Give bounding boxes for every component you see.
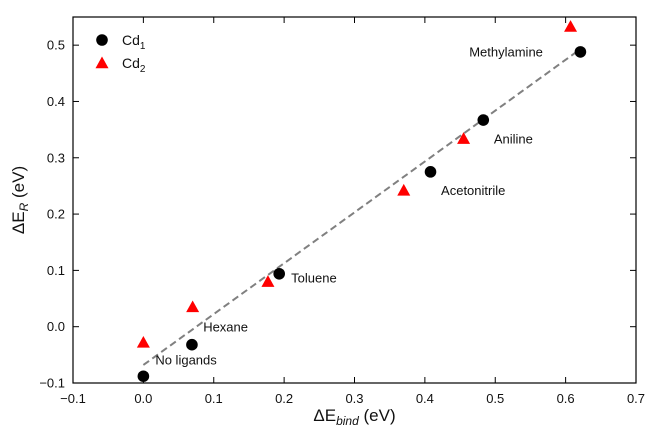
legend-label: Cd1 (122, 32, 146, 52)
x-tick-label: 0.4 (416, 391, 434, 406)
y-tick-label: 0.3 (47, 150, 65, 165)
x-tick-label: 0.5 (486, 391, 504, 406)
cd2-point (261, 275, 275, 287)
x-tick-label: −0.1 (60, 391, 86, 406)
fit-line (142, 48, 581, 366)
y-tick-label: 0.0 (47, 319, 65, 334)
cd2-point (136, 335, 150, 348)
x-axis-label: ΔEbind (eV) (313, 406, 395, 428)
y-tick-label: 0.2 (47, 207, 65, 222)
x-tick-label: 0.1 (205, 391, 223, 406)
legend-marker (95, 56, 109, 69)
cd1-point (574, 46, 587, 58)
point-annotation: No ligands (155, 352, 217, 367)
point-annotation: Hexane (203, 320, 248, 335)
x-tick-label: 0.0 (134, 391, 152, 406)
cd2-point (564, 20, 578, 32)
cd1-point (186, 338, 198, 351)
point-annotation: Acetonitrile (441, 183, 505, 198)
plot-frame (72, 16, 637, 384)
y-tick-label: 0.1 (47, 263, 65, 278)
x-tick-label: 0.7 (627, 391, 645, 406)
cd2-point (457, 132, 471, 144)
cd1-point (477, 114, 490, 126)
y-tick-label: 0.4 (47, 94, 65, 109)
point-annotation: Methylamine (469, 44, 543, 59)
cd1-point (137, 370, 150, 383)
cd2-point (397, 183, 411, 196)
cd1-point (273, 267, 285, 280)
x-tick-label: 0.2 (275, 391, 293, 406)
legend-marker (96, 34, 108, 46)
y-tick-label: −0.1 (39, 376, 65, 391)
legend-label: Cd2 (122, 55, 146, 75)
cd2-point (186, 300, 200, 313)
point-annotation: Toluene (291, 271, 337, 286)
y-axis-label: ΔER (eV) (9, 166, 31, 234)
x-tick-label: 0.3 (345, 391, 363, 406)
cd1-point (424, 166, 437, 178)
y-tick-label: 0.5 (47, 38, 65, 53)
point-annotation: Aniline (494, 132, 533, 147)
x-tick-label: 0.6 (557, 391, 575, 406)
